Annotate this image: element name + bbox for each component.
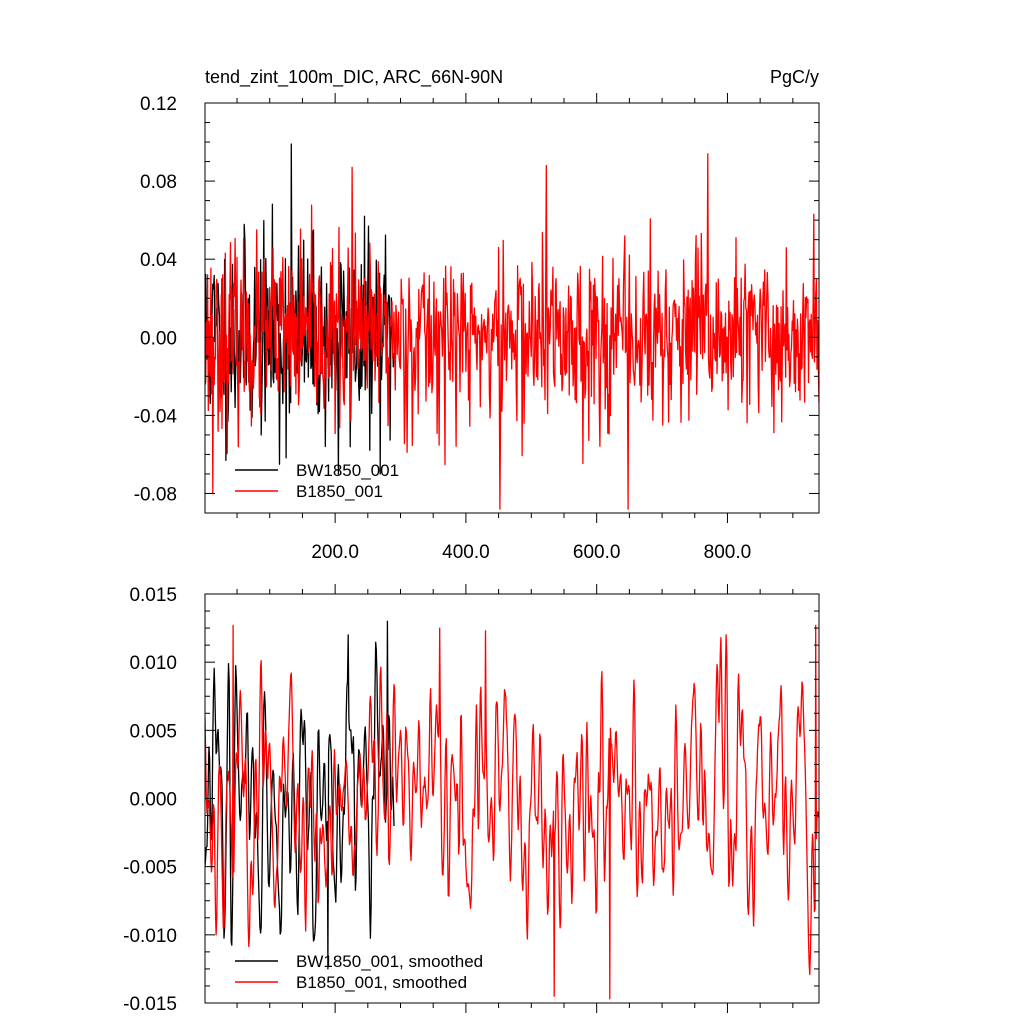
bottom-ytick-label-6: 0.015	[129, 585, 177, 606]
top-ticks-layer: -0.08 -0.04 0.00 0.04 0.08 0.12 200.0 400.0 600.…	[134, 93, 819, 563]
top-legend: BW1850_001 B1850_001	[235, 461, 399, 501]
top-chart-units: PgC/y	[770, 67, 819, 87]
bottom-ytick-label-4: 0.005	[129, 721, 177, 742]
top-chart-title: tend_zint_100m_DIC, ARC_66N-90N	[205, 67, 503, 88]
top-ytick-label-5: 0.12	[140, 94, 177, 115]
bottom-series-layer	[205, 620, 819, 1000]
top-ytick-label-4: 0.08	[140, 172, 177, 193]
bottom-ytick-label-5: 0.010	[129, 653, 177, 674]
bottom-series-1-line	[205, 624, 819, 1000]
bottom-legend: BW1850_001, smoothed B1850_001, smoothed	[235, 952, 483, 992]
top-xtick-label-2: 600.0	[573, 542, 621, 563]
bottom-ytick-label-2: -0.005	[123, 858, 177, 879]
top-xtick-label-1: 400.0	[442, 542, 490, 563]
bottom-ytick-label-0: -0.015	[123, 994, 177, 1015]
bottom-ytick-label-1: -0.010	[123, 926, 177, 947]
bottom-panel: -0.015 -0.010 -0.005 0.000 0.005 0.010 0.015 B…	[123, 584, 820, 1015]
top-xtick-label-3: 800.0	[704, 542, 752, 563]
top-ytick-label-1: -0.04	[134, 406, 178, 427]
bottom-ticks-layer: -0.015 -0.010 -0.005 0.000 0.005 0.010 0.015	[123, 584, 819, 1015]
top-legend-label-0: BW1850_001	[296, 461, 399, 480]
top-ytick-label-0: -0.08	[134, 484, 177, 505]
bottom-legend-label-1: B1850_001, smoothed	[296, 973, 467, 992]
top-plot-frame	[204, 102, 820, 514]
top-legend-label-1: B1850_001	[296, 482, 383, 501]
bottom-ytick-label-3: 0.000	[129, 790, 177, 811]
bottom-legend-label-0: BW1850_001, smoothed	[296, 952, 483, 971]
top-ytick-label-2: 0.00	[140, 328, 177, 349]
top-series-1-line	[205, 153, 819, 510]
top-panel: -0.08 -0.04 0.00 0.04 0.08 0.12 200.0 400.0 600.…	[134, 67, 820, 563]
top-series-layer	[205, 143, 819, 510]
top-ytick-label-3: 0.04	[140, 250, 177, 271]
top-xtick-label-0: 200.0	[311, 542, 359, 563]
